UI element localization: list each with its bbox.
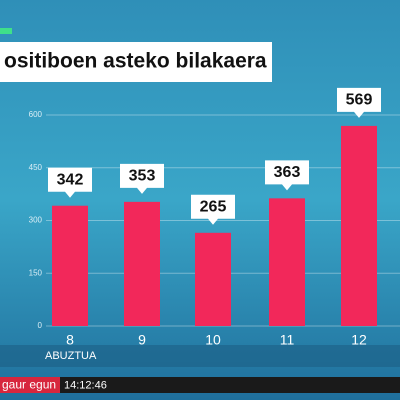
- accent: [0, 28, 12, 34]
- value-label-box: [48, 167, 92, 198]
- chart-title: ositiboen asteko bilakaera: [4, 50, 267, 73]
- value-label: 363: [274, 164, 301, 181]
- value-label: 265: [200, 199, 227, 216]
- x-axis-label: ABUZTUA: [45, 350, 97, 362]
- bar: [124, 201, 160, 326]
- x-tick-label: 12: [351, 332, 367, 348]
- axis-band: [0, 345, 400, 367]
- value-label: 569: [346, 92, 373, 109]
- ticker-bar: [0, 377, 400, 393]
- x-tick-label: 10: [205, 332, 221, 348]
- value-label-box: [265, 160, 309, 191]
- plot: 0 150 300 450 600 342 8 353 9 265 10 363 11 569 12: [29, 87, 400, 348]
- value-label: 342: [57, 171, 84, 188]
- y-tick-label: 450: [29, 163, 43, 172]
- y-tick-label: 300: [29, 216, 43, 225]
- value-label-box: [337, 87, 381, 118]
- value-label-box: [120, 163, 164, 194]
- ticker-program: gaur egun: [2, 378, 56, 392]
- bar: [195, 232, 231, 326]
- x-tick-label: 11: [280, 332, 295, 348]
- y-tick-label: 150: [29, 268, 43, 277]
- bar: [52, 205, 88, 326]
- y-tick-label: 600: [29, 110, 43, 119]
- value-label-box: [191, 194, 235, 225]
- y-tick-label: 0: [38, 321, 43, 330]
- ticker-program-box: [0, 377, 60, 393]
- x-tick-label: 8: [66, 332, 74, 348]
- title-box: [0, 42, 272, 82]
- x-tick-label: 9: [138, 332, 146, 348]
- ticker-time: 14:12:46: [64, 379, 107, 391]
- value-label: 353: [129, 168, 156, 185]
- bar: [269, 198, 305, 326]
- bar: [341, 125, 377, 326]
